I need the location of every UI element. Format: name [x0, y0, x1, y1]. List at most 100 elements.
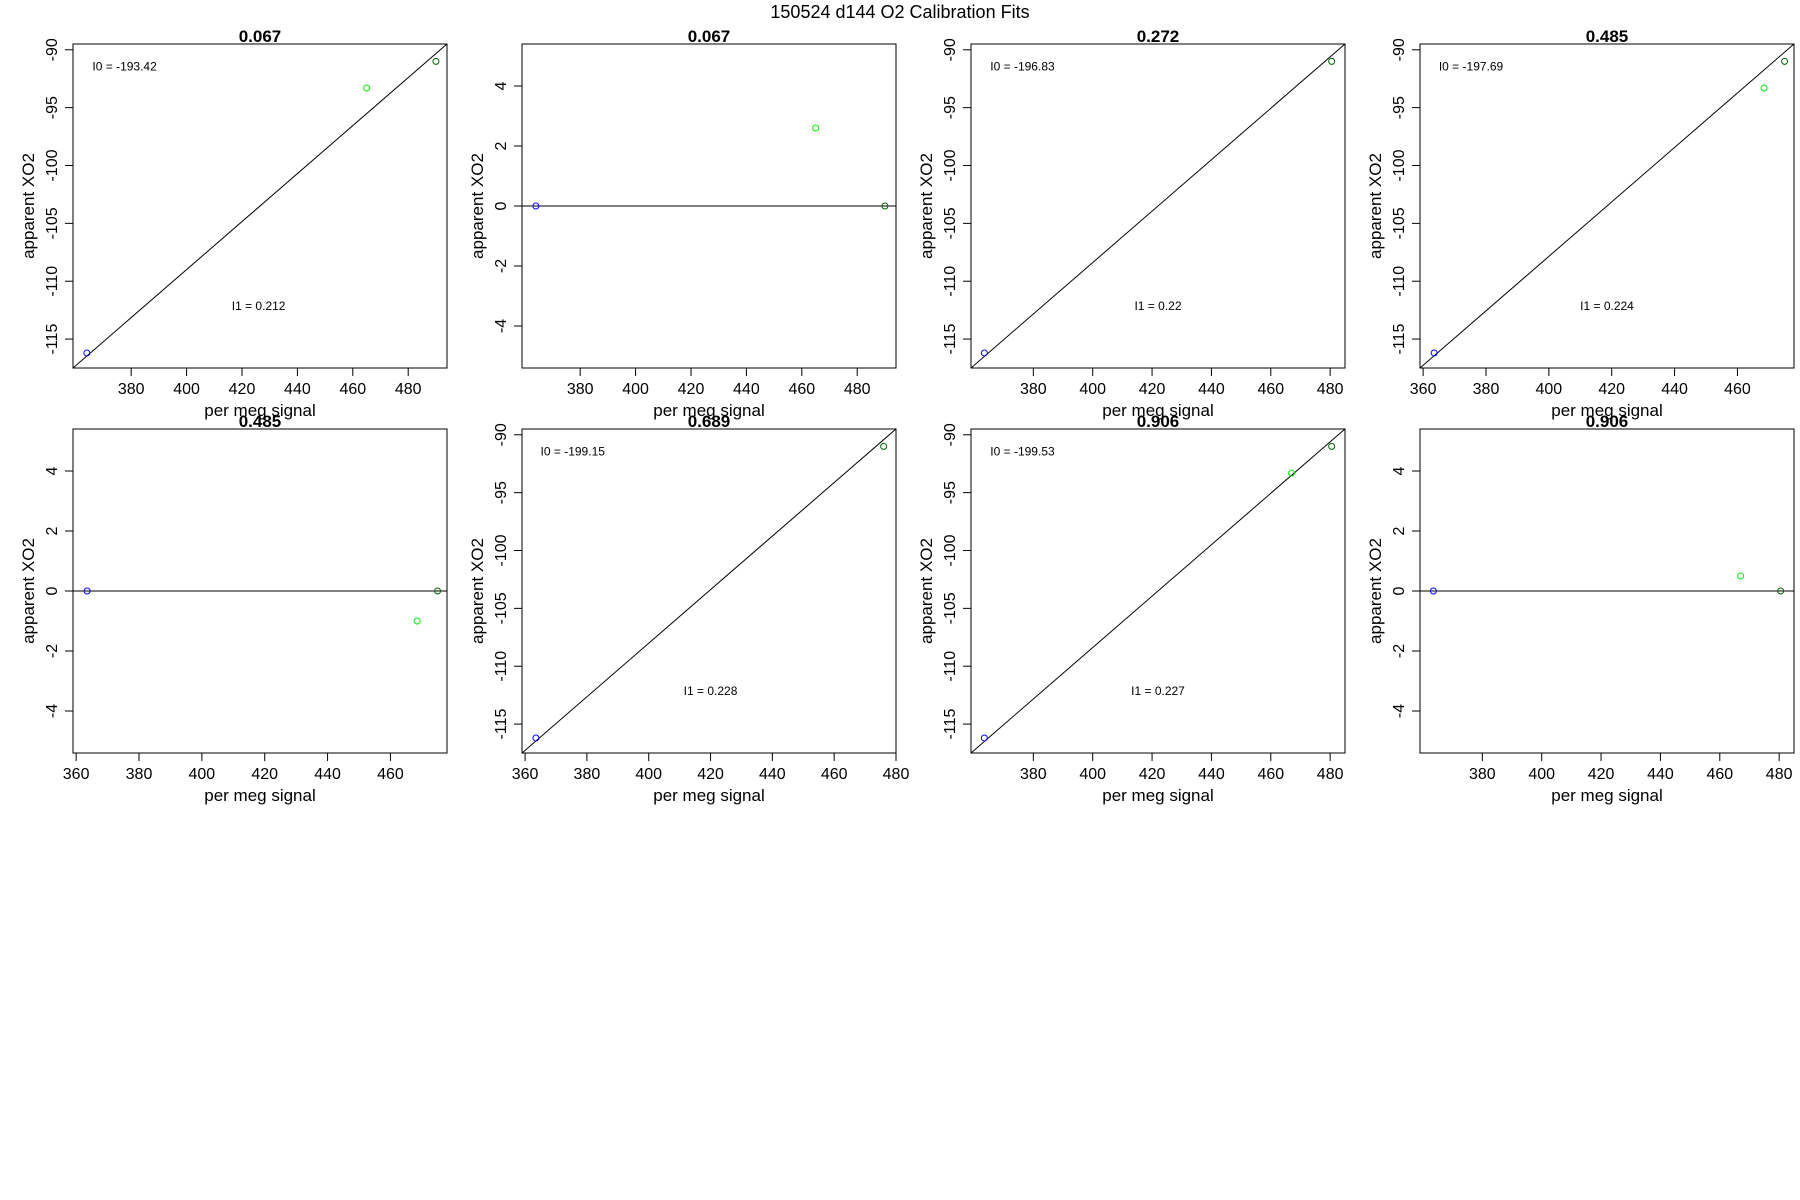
- x-tick-label: 400: [1536, 381, 1563, 398]
- x-tick-label: 400: [1079, 381, 1106, 398]
- data-point: [980, 734, 988, 742]
- panel-title: 0.906: [1586, 412, 1629, 431]
- data-point: [881, 202, 889, 210]
- x-tick-label: 380: [1469, 766, 1496, 783]
- y-tick-label: -115: [942, 324, 959, 355]
- y-axis-label: apparent XO2: [468, 538, 487, 644]
- x-tick-label: 460: [1257, 766, 1284, 783]
- x-tick-label: 480: [395, 381, 422, 398]
- y-tick-label: 4: [44, 466, 61, 475]
- x-tick-label: 420: [1598, 381, 1625, 398]
- x-tick-label: 360: [63, 766, 90, 783]
- y-tick-label: -2: [493, 259, 510, 273]
- x-tick-label: 420: [1139, 766, 1166, 783]
- y-tick-label: -2: [44, 644, 61, 658]
- fit-line: [522, 429, 896, 753]
- y-axis-label: apparent XO2: [19, 538, 38, 644]
- panel-title: 0.272: [1137, 27, 1180, 46]
- x-tick-label: 480: [1317, 381, 1344, 398]
- y-tick-label: -90: [44, 38, 61, 61]
- data-point: [83, 587, 91, 595]
- fit-annotation: I1 = 0.22: [1134, 299, 1181, 313]
- x-tick-label: 460: [1257, 381, 1284, 398]
- data-point: [432, 57, 440, 65]
- plot-frame: [521, 428, 897, 754]
- x-tick-label: 400: [1528, 766, 1555, 783]
- y-tick-label: -100: [942, 534, 959, 566]
- y-tick-label: -105: [942, 592, 959, 624]
- panel-title: 0.067: [239, 27, 282, 46]
- fit-annotation: I0 = -199.15: [541, 445, 606, 459]
- y-axis-label: apparent XO2: [917, 153, 936, 259]
- x-tick-label: 460: [377, 766, 404, 783]
- panel-title: 0.485: [1586, 27, 1629, 46]
- y-tick-label: -110: [942, 651, 959, 682]
- x-tick-label: 380: [1020, 381, 1047, 398]
- fit-annotation: I1 = 0.228: [684, 684, 738, 698]
- x-axis-label: per meg signal: [1551, 401, 1663, 420]
- y-axis-label: apparent XO2: [1366, 538, 1385, 644]
- plot-frame: [72, 43, 448, 369]
- panel-title: 0.689: [688, 412, 731, 431]
- fit-line: [1420, 44, 1794, 368]
- panel-title: 0.485: [239, 412, 282, 431]
- x-tick-label: 480: [844, 381, 871, 398]
- x-tick-label: 400: [622, 381, 649, 398]
- x-tick-label: 440: [759, 766, 786, 783]
- y-axis-label: apparent XO2: [1366, 153, 1385, 259]
- data-point: [1328, 442, 1336, 450]
- data-point: [980, 349, 988, 357]
- plot-frame: [970, 428, 1346, 754]
- x-tick-label: 420: [229, 381, 256, 398]
- plot-frame: [970, 43, 1346, 369]
- x-axis-label: per meg signal: [1551, 786, 1663, 805]
- y-tick-label: 2: [44, 526, 61, 535]
- panel-title: 0.906: [1137, 412, 1180, 431]
- x-tick-label: 360: [1410, 381, 1437, 398]
- y-tick-label: -90: [942, 423, 959, 446]
- data-point: [1760, 84, 1768, 92]
- fit-annotation: I1 = 0.224: [1580, 299, 1634, 313]
- x-axis-label: per meg signal: [1102, 786, 1214, 805]
- y-tick-label: -4: [1391, 704, 1408, 718]
- data-point: [532, 734, 540, 742]
- y-tick-label: 4: [493, 81, 510, 90]
- x-tick-label: 480: [1766, 766, 1793, 783]
- x-tick-label: 440: [284, 381, 311, 398]
- x-tick-label: 460: [1706, 766, 1733, 783]
- y-tick-label: -105: [44, 207, 61, 239]
- y-tick-label: 4: [1391, 466, 1408, 475]
- data-point: [413, 617, 421, 625]
- data-point: [1737, 572, 1745, 580]
- x-tick-label: 460: [788, 381, 815, 398]
- y-axis-label: apparent XO2: [468, 153, 487, 259]
- y-tick-label: -115: [1391, 324, 1408, 355]
- x-tick-label: 380: [126, 766, 153, 783]
- y-tick-label: -105: [1391, 207, 1408, 239]
- x-tick-label: 460: [821, 766, 848, 783]
- x-tick-label: 380: [1473, 381, 1500, 398]
- x-tick-label: 480: [883, 766, 910, 783]
- x-tick-label: 360: [512, 766, 539, 783]
- y-tick-label: -110: [942, 266, 959, 297]
- panel-7: 0.906 380 400 420 440 460 480 -115 -110 -105 -100 -…: [917, 412, 1346, 805]
- y-tick-label: -95: [1391, 96, 1408, 119]
- data-point: [363, 84, 371, 92]
- x-tick-label: 460: [339, 381, 366, 398]
- y-tick-label: -115: [44, 324, 61, 355]
- x-tick-label: 400: [173, 381, 200, 398]
- x-tick-label: 440: [1647, 766, 1674, 783]
- y-axis-label: apparent XO2: [19, 153, 38, 259]
- y-tick-label: -105: [493, 592, 510, 624]
- x-tick-label: 480: [1317, 766, 1344, 783]
- x-tick-label: 440: [733, 381, 760, 398]
- panel-6: 0.689 360 380 400 420 440 460 480 -115 -110 -105 -1…: [468, 412, 909, 805]
- x-axis-label: per meg signal: [1102, 401, 1214, 420]
- x-tick-label: 400: [635, 766, 662, 783]
- fit-line: [73, 44, 447, 368]
- data-point: [434, 587, 442, 595]
- y-tick-label: -95: [942, 96, 959, 119]
- fit-annotation: I0 = -193.42: [92, 60, 157, 74]
- plot-frame: [1419, 43, 1795, 369]
